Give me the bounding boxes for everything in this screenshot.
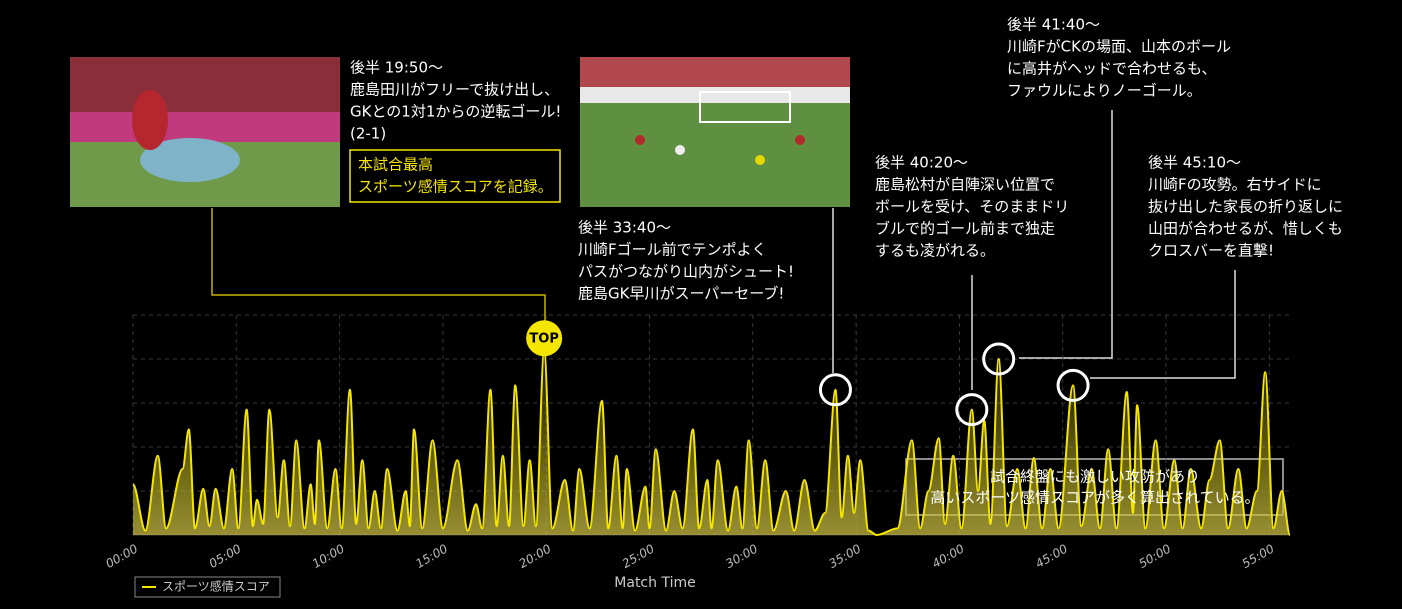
highlight-text: スポーツ感情スコアを記録。 xyxy=(358,178,553,196)
top-label: TOP xyxy=(529,332,558,347)
annotation-text: に高井がヘッドで合わせるも、 xyxy=(1007,60,1217,78)
photo xyxy=(70,57,340,207)
annotation-text: 川崎Fゴール前でテンポよく xyxy=(578,241,767,259)
highlight-text: 本試合最高 xyxy=(358,156,433,174)
line xyxy=(132,349,1291,537)
highlight-box xyxy=(349,149,561,203)
peak-circle xyxy=(955,393,989,427)
legend-label: スポーツ感情スコア xyxy=(162,579,270,594)
annotation-text: パスがつながり山内がシュート! xyxy=(578,263,794,281)
annotation-text: ボールを受け、そのままドリ xyxy=(875,198,1069,216)
annotation-text: GKとの1対1からの逆転ゴール! xyxy=(350,103,561,121)
annotation-text: 抜け出した家長の折り返しに xyxy=(1148,198,1343,216)
annotation-text: 鹿島GK早川がスーパーセーブ! xyxy=(578,285,784,303)
annotation-time: 後半 40:20〜 xyxy=(875,154,968,172)
legend-box xyxy=(134,576,281,598)
annotation-time: 後半 19:50〜 xyxy=(350,59,443,77)
annotation-text: ファウルによりノーゴール。 xyxy=(1007,82,1202,100)
annotation-text: (2-1) xyxy=(350,125,386,143)
annotation-text: ブルで的ゴール前まで独走 xyxy=(875,220,1055,238)
annotation-text: するも凌がれる。 xyxy=(875,242,995,260)
peak-circle xyxy=(818,373,852,407)
peak-circle xyxy=(1056,368,1090,402)
annotation-text: 川崎Fの攻勢。右サイドに xyxy=(1148,176,1322,194)
annotation-time: 後半 41:40〜 xyxy=(1007,16,1100,34)
note-text: 試合終盤にも激しい攻防があり xyxy=(990,468,1200,486)
connector xyxy=(1090,270,1236,379)
annotation-time: 後半 45:10〜 xyxy=(1148,154,1241,172)
photo xyxy=(580,57,850,207)
peak-circle xyxy=(982,342,1016,376)
note-text: 高いスポーツ感情スコアが多く算出されている。 xyxy=(930,489,1259,507)
annotation-text: 川崎FがCKの場面、山本のボール xyxy=(1007,38,1231,56)
annotation-time: 後半 33:40〜 xyxy=(578,219,671,237)
connector xyxy=(211,208,546,322)
annotation-text: 山田が合わせるが、惜しくも xyxy=(1148,220,1343,238)
connector xyxy=(1019,110,1113,359)
x-axis-label: Match Time xyxy=(614,575,695,591)
annotation-text: 鹿島田川がフリーで抜け出し、 xyxy=(350,81,559,99)
annotation-text: 鹿島松村が自陣深い位置で xyxy=(875,176,1055,194)
annotation-text: クロスバーを直撃! xyxy=(1148,242,1274,260)
top-badge xyxy=(526,320,563,357)
